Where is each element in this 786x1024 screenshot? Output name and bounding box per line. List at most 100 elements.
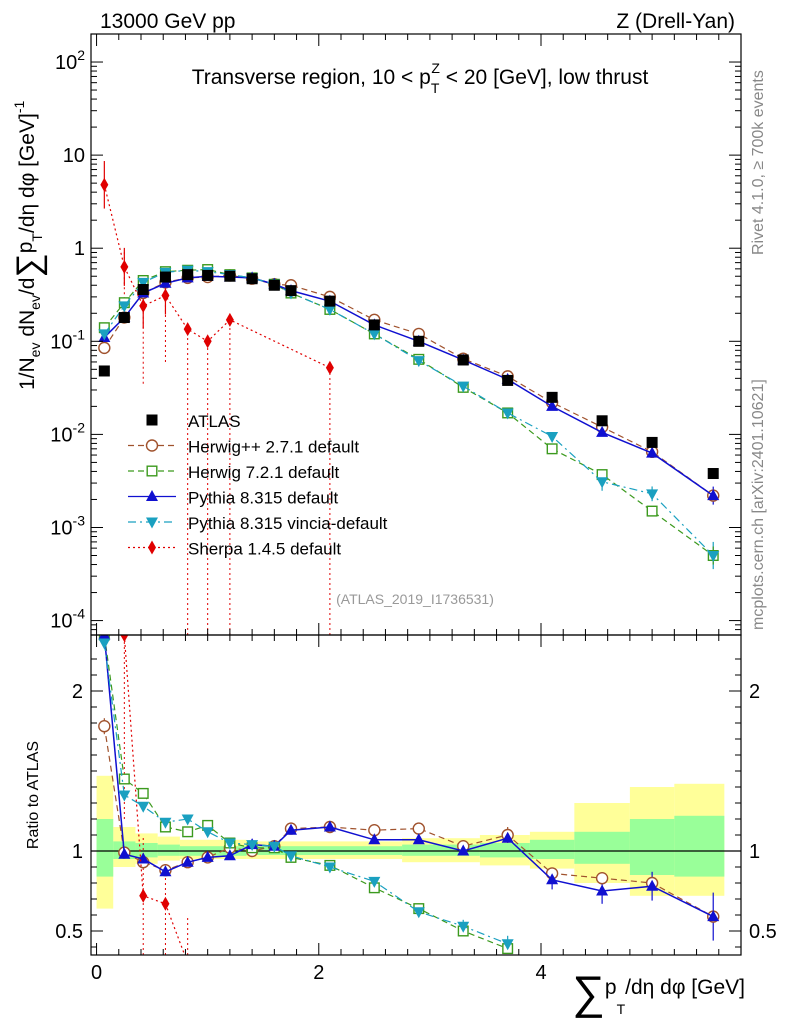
main-vincia-point-14: [501, 408, 514, 420]
legend-label-atlas: ATLAS: [188, 412, 241, 431]
main-vincia-point-13: [457, 381, 470, 393]
ratio-vincia-point-1: [118, 790, 131, 802]
main-pythia-point-16: [596, 425, 609, 437]
main-pythia-point-17: [646, 446, 659, 458]
main-atlas-point-8: [268, 279, 280, 291]
ratio-vincia-point-10: [323, 862, 336, 874]
ratio-pythia-point-16: [596, 884, 609, 896]
ratio-herwig7-point-1: [118, 773, 130, 785]
main-vincia-point-12: [412, 356, 425, 368]
ratio-sherpa-point-2: [161, 896, 170, 911]
main-atlas-point-11: [368, 319, 380, 331]
ratio-frame: [90, 634, 742, 956]
main-atlas-point-10: [324, 295, 336, 307]
main-pythia-point-15: [546, 399, 559, 411]
legend-marker-herwig7: [146, 465, 158, 477]
ratio-pythia-point-17: [646, 879, 659, 891]
header-left: 13000 GeV pp: [100, 10, 235, 33]
ratio-pythia-point-18: [707, 910, 720, 922]
ratio-data-layer: [98, 635, 720, 970]
main-y-label: 1/Nev dNev/d∑pT/dη dφ [GeV]-1: [10, 100, 48, 390]
ratio-herwigpp-point-0: [98, 720, 111, 733]
main-sherpa-point-6: [225, 312, 234, 327]
ratio-herwig7-point-2: [137, 787, 149, 799]
main-sherpa-point-0: [100, 177, 109, 192]
main-atlas-point-4: [182, 269, 194, 281]
main-y-tick-label-4: 1: [74, 238, 85, 260]
ratio-y-tick-right-1: 1: [749, 841, 760, 863]
ratio-vincia-point-7: [246, 840, 259, 852]
ratio-y-tick-right-0: 0.5: [749, 921, 777, 943]
rivet-label: Rivet 4.1.0, ≥ 700k events: [750, 70, 767, 255]
ratio-band-inner-2: [135, 843, 158, 858]
ratio-pythia-point-13: [457, 844, 470, 856]
legend-label-vincia: Pythia 8.315 vincia-default: [188, 514, 388, 533]
ratio-vincia-point-4: [181, 814, 194, 826]
main-atlas-point-18: [707, 468, 719, 480]
ratio-pythia-point-10: [323, 820, 336, 832]
main-herwig7-point-15: [546, 443, 558, 455]
main-vincia-point-10: [323, 304, 336, 316]
main-vincia-point-15: [546, 431, 559, 443]
x-tick-label-2: 4: [535, 962, 546, 984]
main-atlas-point-15: [546, 391, 558, 403]
main-sherpa-point-5: [203, 334, 212, 349]
ratio-pythia-point-4: [181, 855, 194, 867]
ratio-vincia-point-3: [159, 817, 172, 829]
ratio-y-label: Ratio to ATLAS: [25, 741, 42, 849]
main-atlas-point-2: [137, 284, 149, 296]
ratio-herwig7-point-4: [182, 826, 194, 838]
main-title: Transverse region, 10 < pTZ < 20 [GeV], …: [192, 60, 649, 96]
main-vincia-point-18: [707, 551, 720, 563]
ratio-pythia-point-15: [546, 873, 559, 885]
ratio-band-inner-7: [479, 843, 530, 858]
main-sherpa-point-4: [183, 322, 192, 337]
ratio-pythia-point-12: [412, 833, 425, 845]
ratio-pythia-point-0: [98, 635, 111, 640]
ratio-band-inner-10: [629, 819, 675, 875]
ratio-vincia-point-9: [285, 851, 297, 863]
legend-label-herwigpp: Herwig++ 2.7.1 default: [188, 438, 359, 457]
ratio-vincia-point-6: [223, 838, 236, 850]
legend-marker-atlas: [146, 414, 158, 426]
main-sherpa-point-1: [120, 259, 129, 274]
main-y-tick-label-1: 10-3: [50, 512, 85, 539]
ratio-pythia-point-3: [159, 865, 172, 877]
main-sherpa-point-2: [139, 298, 148, 313]
ratio-herwigpp-point-12: [412, 822, 425, 835]
x-tick-label-1: 2: [313, 962, 324, 984]
main-axes: 10-4 10-3 10-2 10-1 1 10 102: [50, 33, 742, 636]
main-sherpa-line: [103, 184, 331, 369]
legend-label-sherpa: Sherpa 1.4.5 default: [188, 540, 341, 559]
main-sherpa-point-7: [325, 360, 334, 375]
main-y-tick-label-6: 102: [55, 47, 85, 74]
main-atlas-point-12: [413, 335, 425, 347]
mcplots-label: mcplots.cern.ch [arXiv:2401.10621]: [750, 379, 767, 630]
x-axis-label: ∑pT/dη dφ [GeV]: [572, 966, 745, 1018]
ratio-vincia-point-0: [98, 638, 111, 650]
main-y-tick-label-5: 10: [63, 145, 85, 167]
ratio-vincia-point-14: [501, 939, 514, 951]
main-atlas-point-7: [246, 273, 258, 285]
ratio-sherpa-point-3: [184, 956, 192, 970]
main-herwigpp-point-0: [98, 341, 111, 355]
ratio-y-tick-left-0: 0.5: [55, 921, 83, 943]
ratio-pythia-point-14: [501, 831, 514, 843]
main-data-layer: [98, 161, 720, 635]
ratio-pythia-point-6: [223, 849, 236, 861]
main-atlas-point-17: [646, 436, 658, 448]
legend-label-herwig7: Herwig 7.2.1 default: [188, 463, 339, 482]
ratio-herwigpp-point-16: [595, 872, 609, 885]
main-vincia-point-11: [368, 329, 381, 341]
main-y-tick-label-3: 10-1: [50, 326, 85, 353]
main-atlas-point-9: [285, 285, 297, 297]
legend-marker-herwigpp: [145, 439, 159, 452]
main-y-tick-label-0: 10-4: [50, 606, 85, 633]
ratio-band-inner-11: [674, 815, 725, 877]
main-atlas-point-16: [596, 415, 608, 427]
ratio-vincia-point-12: [412, 907, 425, 919]
main-y-tick-label-2: 10-2: [50, 419, 85, 446]
legend-label-pythia: Pythia 8.315 default: [188, 489, 339, 508]
ratio-vincia-point-5: [201, 827, 214, 839]
